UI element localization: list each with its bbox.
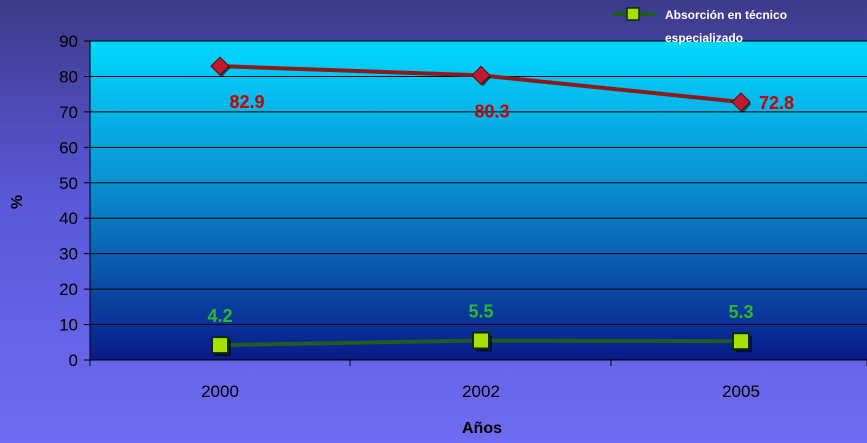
series-2-point	[732, 332, 750, 351]
series-2-point	[211, 336, 229, 355]
grid-lines	[90, 40, 867, 326]
y-tick-label: 70	[59, 103, 78, 122]
y-tick-label: 0	[69, 351, 78, 370]
legend: Absorción en técnico especializado	[612, 7, 787, 45]
y-axis-title: %	[9, 195, 26, 209]
series-1-data-label: 80.3	[474, 101, 509, 121]
series-2-data-label: 5.3	[728, 302, 753, 322]
y-tick-label: 20	[59, 280, 78, 299]
y-tick-label: 50	[59, 174, 78, 193]
axes	[84, 40, 867, 366]
series-1-point	[471, 65, 491, 86]
series-2-point	[472, 331, 490, 350]
y-tick-label: 40	[59, 209, 78, 228]
y-tick-label: 90	[59, 32, 78, 51]
plot-area	[90, 41, 867, 360]
series-1-data-label: 82.9	[229, 92, 264, 112]
data-labels: 82.9 80.3 72.8 4.2 5.5 5.3	[207, 92, 794, 326]
series-2-data-label: 5.5	[468, 302, 493, 322]
series-1-point	[210, 56, 230, 76]
y-tick-label: 60	[59, 138, 78, 157]
series-layer	[210, 56, 752, 357]
x-axis-title: Años	[462, 420, 502, 437]
legend-square-marker	[626, 7, 640, 21]
x-tick-labels: 2000 2002 2005	[201, 382, 760, 401]
y-tick-labels: 0 10 20 30 40 50 60 70 80 90	[59, 32, 78, 370]
legend-label-line1: Absorción en técnico	[665, 8, 787, 22]
series-1-point	[731, 92, 751, 112]
x-tick-label: 2005	[722, 382, 760, 401]
series-2-data-label: 4.2	[207, 306, 232, 326]
x-tick-label: 2000	[201, 382, 239, 401]
series-1-data-label: 72.8	[759, 93, 794, 113]
y-tick-label: 30	[59, 245, 78, 264]
y-tick-label: 10	[59, 316, 78, 335]
y-tick-label: 80	[59, 67, 78, 86]
legend-label-line2: especializado	[665, 31, 743, 45]
x-tick-label: 2002	[462, 382, 500, 401]
